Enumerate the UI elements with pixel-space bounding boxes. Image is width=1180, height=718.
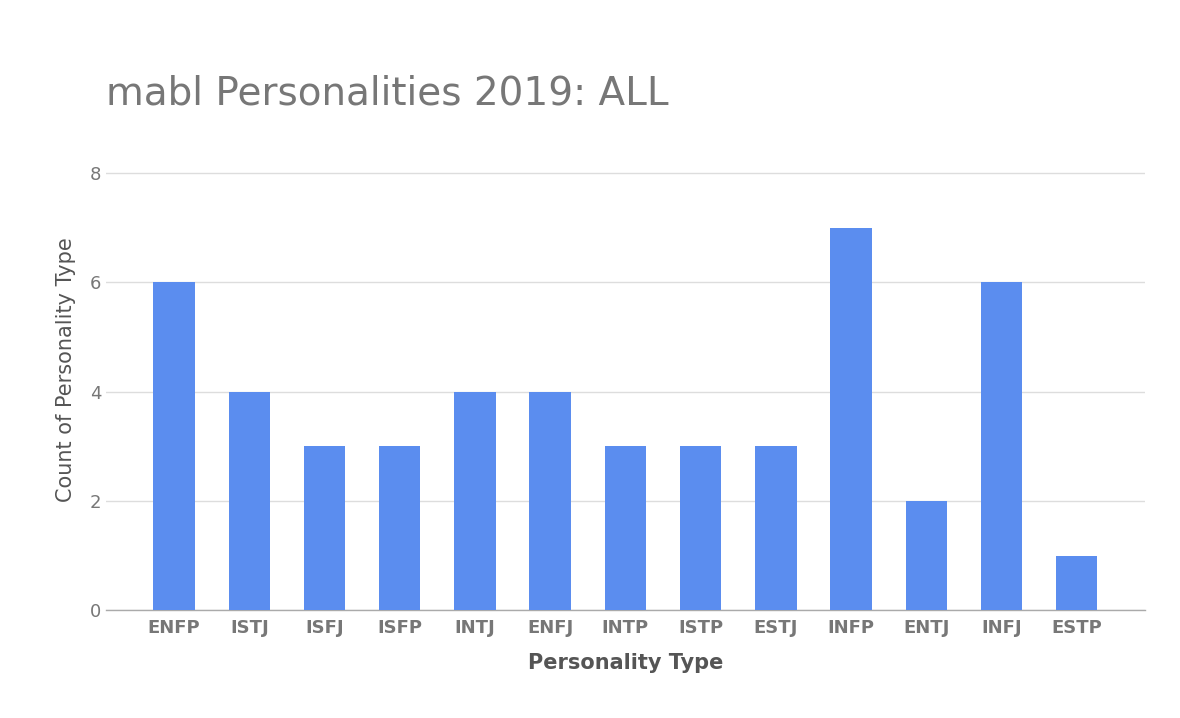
Bar [303,447,346,610]
Bar [379,447,420,610]
X-axis label: Personality Type: Personality Type [527,653,723,673]
Bar [229,391,270,610]
Bar [604,447,647,610]
Bar [905,501,948,610]
Bar [831,228,872,610]
Bar [755,447,797,610]
Bar [530,391,571,610]
Bar [454,391,496,610]
Y-axis label: Count of Personality Type: Count of Personality Type [55,238,76,502]
Bar [981,282,1022,610]
Text: mabl Personalities 2019: ALL: mabl Personalities 2019: ALL [106,74,669,112]
Bar [1056,556,1097,610]
Bar [153,282,195,610]
Bar [680,447,721,610]
